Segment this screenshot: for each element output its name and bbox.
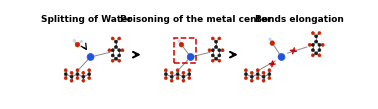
Circle shape xyxy=(218,54,221,57)
Circle shape xyxy=(82,75,85,78)
Circle shape xyxy=(256,77,259,80)
Circle shape xyxy=(211,59,214,62)
Circle shape xyxy=(82,71,85,74)
Circle shape xyxy=(70,75,73,78)
Circle shape xyxy=(221,49,224,52)
Circle shape xyxy=(178,39,180,42)
Text: Bonds elongation: Bonds elongation xyxy=(255,15,344,24)
Circle shape xyxy=(244,69,247,72)
Circle shape xyxy=(218,49,221,52)
Circle shape xyxy=(218,59,221,62)
Circle shape xyxy=(111,49,114,52)
Circle shape xyxy=(111,54,114,57)
Circle shape xyxy=(211,54,214,57)
Circle shape xyxy=(115,40,118,43)
Circle shape xyxy=(268,77,271,80)
Circle shape xyxy=(75,42,80,47)
Circle shape xyxy=(118,37,121,40)
Circle shape xyxy=(311,49,314,52)
Circle shape xyxy=(311,54,314,57)
Circle shape xyxy=(321,43,324,46)
Circle shape xyxy=(215,40,218,43)
Circle shape xyxy=(268,73,271,76)
Circle shape xyxy=(250,75,253,78)
Circle shape xyxy=(250,79,253,82)
Circle shape xyxy=(111,37,114,40)
Circle shape xyxy=(211,37,214,40)
Circle shape xyxy=(250,71,253,74)
Circle shape xyxy=(318,43,321,46)
Circle shape xyxy=(314,52,318,55)
Circle shape xyxy=(179,42,184,47)
Bar xyxy=(175,38,196,63)
Circle shape xyxy=(176,77,179,80)
Circle shape xyxy=(256,73,259,76)
Circle shape xyxy=(182,75,185,78)
Circle shape xyxy=(76,77,79,80)
Circle shape xyxy=(73,39,76,42)
Circle shape xyxy=(182,79,185,82)
Text: Poisoning of the metal center: Poisoning of the metal center xyxy=(120,15,272,24)
Circle shape xyxy=(262,75,265,78)
Circle shape xyxy=(115,57,118,60)
Circle shape xyxy=(311,32,314,35)
Circle shape xyxy=(121,49,124,52)
Circle shape xyxy=(176,73,179,76)
Circle shape xyxy=(80,40,83,43)
Circle shape xyxy=(278,54,285,60)
Circle shape xyxy=(314,35,318,38)
Circle shape xyxy=(318,49,321,52)
Circle shape xyxy=(211,49,214,52)
Circle shape xyxy=(87,54,94,60)
Circle shape xyxy=(187,54,194,60)
Circle shape xyxy=(182,71,185,74)
Circle shape xyxy=(244,77,247,80)
Circle shape xyxy=(111,59,114,62)
Circle shape xyxy=(118,59,121,62)
Circle shape xyxy=(170,71,173,74)
Circle shape xyxy=(256,69,259,72)
Circle shape xyxy=(176,69,179,72)
Circle shape xyxy=(262,71,265,74)
Circle shape xyxy=(208,49,211,52)
Circle shape xyxy=(270,41,274,45)
Circle shape xyxy=(314,40,318,43)
Circle shape xyxy=(268,38,271,41)
Circle shape xyxy=(82,79,85,82)
Circle shape xyxy=(188,69,191,72)
Circle shape xyxy=(164,69,167,72)
Circle shape xyxy=(262,79,265,82)
Circle shape xyxy=(318,32,321,35)
Circle shape xyxy=(115,45,118,49)
Circle shape xyxy=(311,43,314,46)
Circle shape xyxy=(88,69,91,72)
Circle shape xyxy=(70,71,73,74)
Circle shape xyxy=(118,49,121,52)
Circle shape xyxy=(118,54,121,57)
Circle shape xyxy=(318,54,321,57)
Circle shape xyxy=(88,77,91,80)
Circle shape xyxy=(244,73,247,76)
Circle shape xyxy=(76,73,79,76)
Circle shape xyxy=(170,79,173,82)
Circle shape xyxy=(308,43,311,46)
Circle shape xyxy=(215,57,218,60)
Circle shape xyxy=(170,75,173,78)
Circle shape xyxy=(268,69,271,72)
Circle shape xyxy=(164,73,167,76)
Circle shape xyxy=(76,69,79,72)
Circle shape xyxy=(215,45,218,49)
Circle shape xyxy=(188,73,191,76)
Circle shape xyxy=(64,77,67,80)
Circle shape xyxy=(218,37,221,40)
Circle shape xyxy=(64,69,67,72)
Circle shape xyxy=(164,77,167,80)
Circle shape xyxy=(64,73,67,76)
Text: Splitting of Water: Splitting of Water xyxy=(41,15,132,24)
Circle shape xyxy=(188,77,191,80)
Circle shape xyxy=(70,79,73,82)
Circle shape xyxy=(108,49,111,52)
Circle shape xyxy=(88,73,91,76)
